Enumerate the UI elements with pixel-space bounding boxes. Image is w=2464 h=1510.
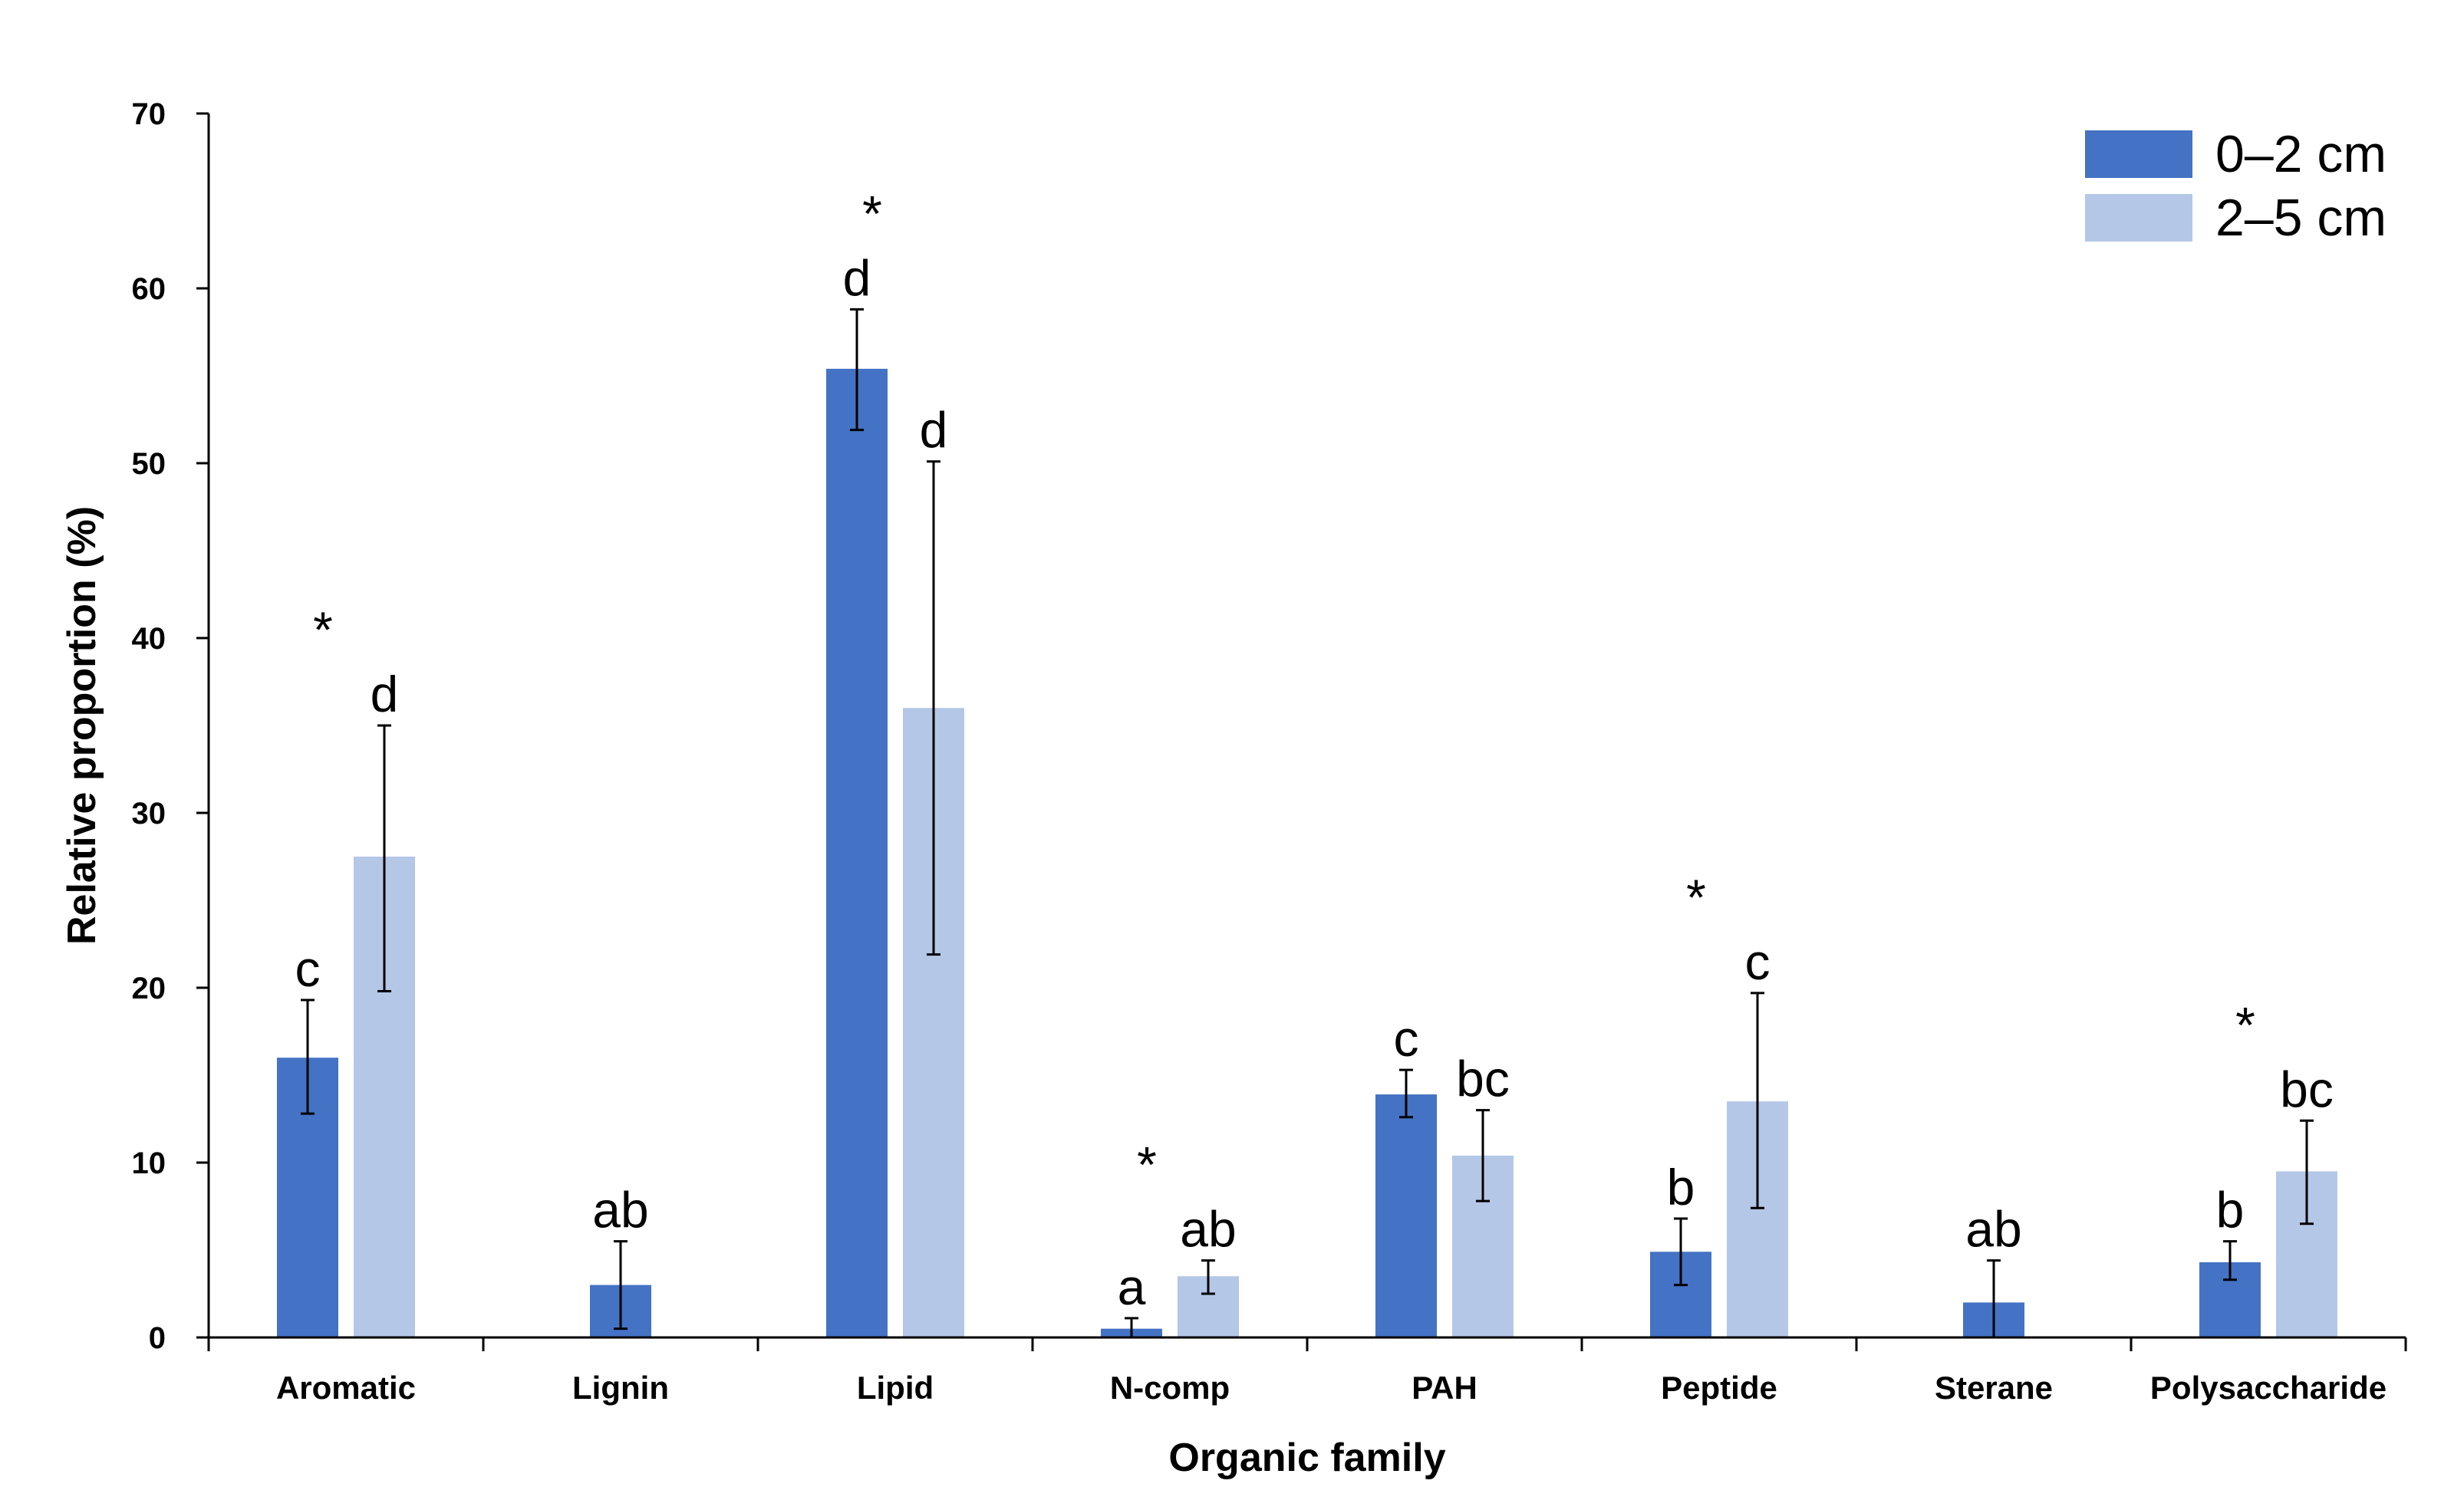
- significance-letter: bc: [1456, 1051, 1510, 1107]
- significance-letter: d: [843, 249, 871, 306]
- significance-asterisk: *: [1686, 869, 1706, 926]
- legend-label-2: 2–5 cm: [2215, 189, 2387, 247]
- significance-asterisk: *: [1137, 1137, 1157, 1193]
- significance-asterisk: *: [313, 601, 333, 658]
- significance-asterisk: *: [862, 185, 882, 242]
- y-tick-label: 70: [132, 97, 166, 131]
- x-tick-label: Aromatic: [276, 1370, 416, 1406]
- significance-letter: ab: [1180, 1201, 1236, 1258]
- x-tick-label: N-comp: [1110, 1370, 1230, 1406]
- significance-letter: d: [371, 666, 399, 722]
- x-tick-label: Lipid: [857, 1370, 934, 1406]
- significance-letter: d: [920, 402, 948, 459]
- y-tick-label: 50: [132, 447, 166, 481]
- y-tick-label: 40: [132, 622, 166, 656]
- legend-swatch-2: [2085, 194, 2192, 242]
- x-tick-label: Polysaccharide: [2150, 1370, 2387, 1406]
- x-axis-title: Organic family: [1168, 1436, 1445, 1480]
- legend-swatch-1: [2085, 130, 2192, 178]
- bar-s1: [826, 368, 888, 1337]
- significance-letter: b: [2216, 1182, 2245, 1239]
- x-tick-label: Peptide: [1661, 1370, 1777, 1406]
- y-tick-label: 30: [132, 797, 166, 831]
- significance-letter: bc: [2280, 1061, 2334, 1117]
- y-axis-title: Relative proportion (%): [60, 506, 104, 945]
- significance-letter: ab: [1965, 1201, 2021, 1258]
- x-tick-label: Sterane: [1935, 1370, 2053, 1406]
- x-tick-label: Lignin: [572, 1370, 669, 1406]
- significance-letter: c: [1394, 1010, 1419, 1067]
- x-tick-label: PAH: [1412, 1370, 1477, 1406]
- significance-letter: a: [1118, 1258, 1146, 1315]
- significance-asterisk: *: [2235, 996, 2255, 1053]
- significance-letter: b: [1667, 1159, 1695, 1216]
- axes: 0 10 20 30 40 50 60 70 Aromatic Lignin Lipid N-comp…: [60, 97, 2407, 1480]
- y-tick-label: 20: [132, 972, 166, 1005]
- y-tick-label: 0: [149, 1321, 166, 1355]
- y-tick-label: 10: [132, 1146, 166, 1180]
- legend: 0–2 cm 2–5 cm: [2085, 125, 2387, 247]
- significance-letter: c: [1745, 933, 1771, 990]
- bar-s1: [1375, 1094, 1437, 1337]
- legend-label-1: 0–2 cm: [2215, 125, 2387, 183]
- significance-letter: ab: [592, 1182, 648, 1239]
- significance-letter: c: [295, 940, 321, 997]
- y-tick-label: 60: [132, 272, 166, 306]
